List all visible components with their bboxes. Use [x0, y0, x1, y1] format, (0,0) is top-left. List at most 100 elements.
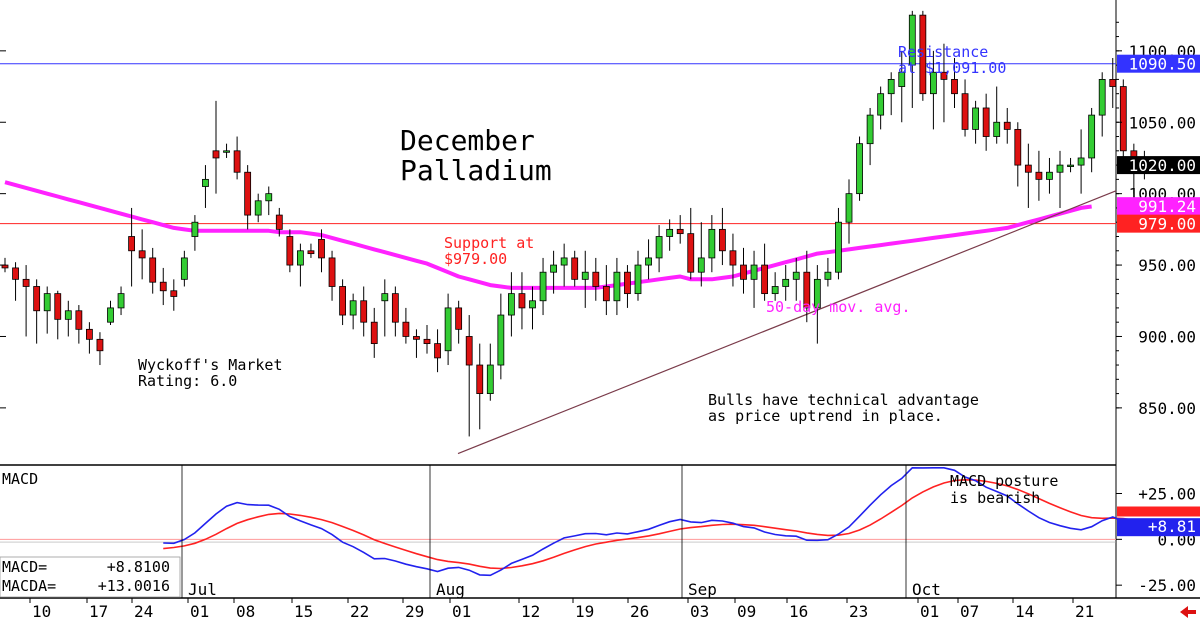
candle-body [856, 143, 863, 195]
price-tick-label: 950.00 [1138, 256, 1196, 275]
resistance-label: Resistance at $1,091.00 [898, 43, 1006, 77]
candle-body [370, 321, 378, 345]
candle-body [529, 300, 536, 309]
candle-body [75, 310, 83, 330]
candle-body [835, 221, 842, 273]
x-tick-label: 14 [1015, 602, 1034, 621]
candle-body [708, 228, 716, 259]
candle-body [866, 114, 874, 145]
candle-body [518, 293, 526, 309]
candle-body [423, 338, 431, 345]
candle-body [1067, 164, 1074, 167]
candle-body [33, 286, 41, 312]
candle-body [254, 200, 262, 216]
x-tick-label: 23 [849, 602, 868, 621]
month-label: Aug [436, 580, 465, 599]
candle-body [940, 71, 948, 80]
commentary-line: Bulls have technical advantage [708, 391, 979, 409]
candle-body [845, 193, 853, 223]
market-rating-line: Rating: 6.0 [138, 372, 237, 390]
candle-body [22, 278, 30, 287]
candle-body [476, 364, 484, 394]
candle-body [887, 79, 895, 95]
candle-body [86, 328, 93, 340]
x-tick-label: 01 [920, 602, 939, 621]
x-tick-label: 22 [350, 602, 369, 621]
candle-body [550, 264, 557, 273]
annotations: MACD posture is bearish December Palladium W… [138, 43, 1058, 507]
macda-value: +13.0016 [98, 577, 170, 595]
macd-panel-label: MACD [2, 470, 38, 488]
x-tick-label: 15 [294, 602, 313, 621]
candle-body [813, 278, 821, 309]
candle-body [982, 107, 990, 137]
macd-tick-label: +25.00 [1138, 485, 1196, 504]
candle-body [43, 293, 51, 312]
support-tag-text: 979.00 [1138, 215, 1196, 234]
candle-body [972, 107, 979, 130]
chart-title: December Palladium [400, 124, 552, 187]
candle-body [1024, 164, 1032, 173]
price-levels [0, 63, 1116, 225]
market-rating: Wyckoff's Market Rating: 6.0 [138, 356, 283, 390]
candle-body [1088, 114, 1096, 159]
x-tick-label: 07 [960, 602, 979, 621]
candle-body [951, 79, 958, 95]
candle-body [592, 271, 600, 287]
macd-note-line: MACD posture [950, 472, 1058, 490]
candle-body [12, 267, 19, 280]
candle-body [296, 250, 304, 266]
candle-body [1046, 171, 1053, 180]
month-label: Jul [188, 580, 217, 599]
candle-body [571, 257, 579, 280]
x-tick-label: 08 [236, 602, 255, 621]
macda-value-label: MACDA= [2, 577, 56, 595]
month-label: Sep [688, 580, 717, 599]
candle-body [244, 171, 252, 216]
resistance-tag-box [1117, 54, 1200, 73]
ma-tag-box [1117, 197, 1200, 216]
candle-body [170, 290, 178, 297]
candle-body [898, 71, 906, 87]
macd-tag-text: +8.81 [1148, 517, 1196, 536]
candle-body [1077, 157, 1085, 166]
resistance-tag-text: 1090.50 [1129, 55, 1196, 74]
candle-body [908, 14, 916, 66]
candle-body [54, 293, 62, 320]
candle-body [581, 271, 589, 280]
candle-body [993, 121, 1001, 137]
candle-body [676, 228, 684, 235]
candle-body [624, 271, 631, 295]
candle-body [212, 150, 220, 159]
support-label-line: Support at [444, 234, 534, 252]
price-tick-label: 1050.00 [1129, 113, 1196, 132]
market-rating-line: Wyckoff's Market [138, 356, 283, 374]
x-tick-label: 16 [789, 602, 808, 621]
candle-body [413, 336, 420, 340]
x-tick-label: 26 [630, 602, 649, 621]
candle-body [792, 271, 800, 280]
macd-signal-line [163, 478, 1145, 570]
candle-body [750, 264, 758, 280]
x-tick-label: 09 [737, 602, 756, 621]
candle-body [930, 71, 937, 95]
candle-body [180, 257, 188, 280]
candle-body [719, 228, 726, 252]
candle-body [613, 271, 621, 302]
macd-line [163, 466, 1145, 577]
candle-body [307, 250, 315, 255]
x-tick-label: 01 [190, 602, 209, 621]
candle-body [877, 93, 885, 116]
candle-body [1098, 79, 1106, 116]
candle-body [782, 278, 790, 287]
macd-value: +8.8100 [107, 558, 170, 576]
candle-body [64, 310, 72, 320]
macd-tick-label: -25.00 [1138, 576, 1196, 595]
support-label: Support at $979.00 [444, 234, 534, 268]
commentary-line: as price uptrend in place. [708, 407, 943, 425]
candle-body [275, 214, 283, 230]
macd-tag-box [1117, 518, 1200, 537]
x-tick-label: 03 [690, 602, 709, 621]
candle-body [339, 286, 347, 316]
support-label-line: $979.00 [444, 250, 507, 268]
